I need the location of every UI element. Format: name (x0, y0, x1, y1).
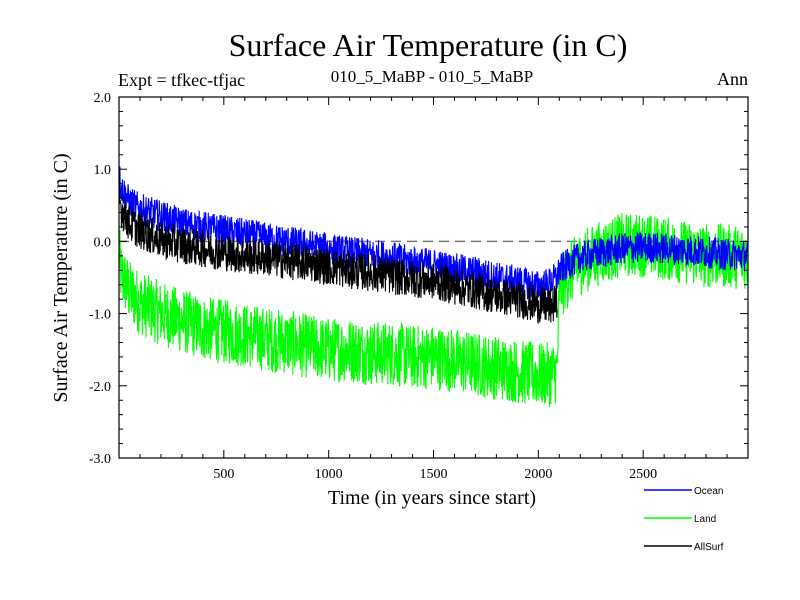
axes: 500 1000 1500 2000 2500 2.0 1.0 0.0 -1.0 -2.0 -3.0 (89, 91, 749, 482)
series-group (118, 166, 749, 408)
y-tick-label: 0.0 (94, 235, 112, 250)
legend-label-ocean: Ocean (694, 486, 723, 497)
x-tick-label: 2500 (629, 467, 657, 482)
x-tick-label: 500 (213, 467, 234, 482)
y-axis-label: Surface Air Temperature (in C) (50, 153, 72, 402)
x-tick-label: 1500 (420, 467, 448, 482)
y-tick-label: -3.0 (89, 452, 111, 467)
series-line-allsurf (118, 177, 558, 324)
y-tick-label: -1.0 (89, 308, 111, 323)
experiment-label: Expt = tfkec-tfjac (118, 70, 245, 90)
x-axis-label: Time (in years since start) (328, 487, 536, 509)
y-tick-label: 1.0 (94, 163, 112, 178)
legend-label-land: Land (694, 514, 716, 525)
series-line-land (118, 212, 749, 408)
x-tick-label: 2000 (524, 467, 552, 482)
y-tick-label: 2.0 (94, 91, 112, 106)
period-label: 010_5_MaBP - 010_5_MaBP (331, 67, 533, 86)
x-tick-label: 1000 (315, 467, 343, 482)
legend: Ocean Land AllSurf (644, 486, 724, 553)
legend-label-allsurf: AllSurf (694, 542, 724, 553)
y-tick-label: -2.0 (89, 380, 111, 395)
season-label: Ann (717, 69, 748, 89)
chart-title: Surface Air Temperature (in C) (229, 27, 628, 63)
